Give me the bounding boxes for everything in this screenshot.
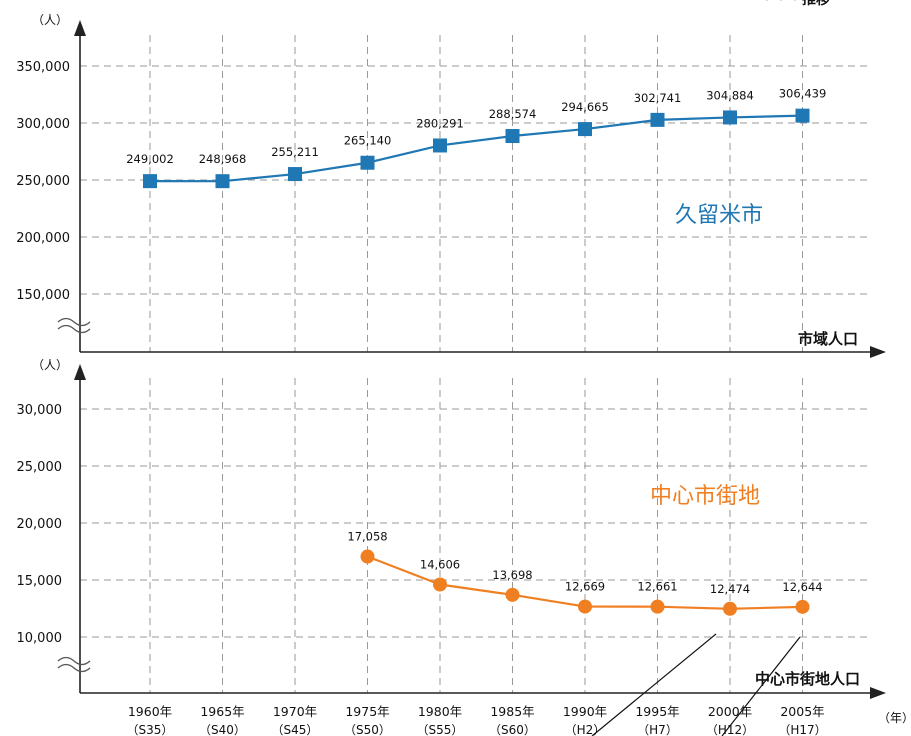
- x-tick-label: 1965年: [200, 704, 244, 719]
- x-tick-label: 1975年: [345, 704, 389, 719]
- callout-line: [591, 633, 717, 736]
- bottom-series-point: [505, 587, 520, 602]
- top-series-value-label: 280,291: [416, 116, 464, 130]
- bottom-series-group: 17,058 14,606 13,698 12,669 12,661 12,474 12,6…: [347, 484, 823, 616]
- x-tick-label: 1990年: [563, 704, 607, 719]
- top-y-axis-arrow: [74, 20, 86, 36]
- top-series-point: [795, 108, 810, 123]
- bottom-y-unit-label: （人）: [32, 358, 68, 372]
- bottom-series-value-label: 17,058: [347, 530, 387, 544]
- x-tick-era-label: （H17）: [778, 723, 826, 736]
- bottom-series-value-label: 13,698: [492, 568, 532, 582]
- bottom-y-tick-label: 10,000: [17, 631, 63, 646]
- x-tick-era-label: （S45）: [272, 723, 319, 736]
- bottom-series-value-label: 12,474: [710, 582, 750, 596]
- top-series-value-label: 288,574: [489, 107, 537, 121]
- x-tick-label: 1960年: [128, 704, 172, 719]
- top-series-group: 249,002 248,968 255,211 265,140 280,291 288,5…: [126, 87, 826, 228]
- top-series-value-label: 265,140: [344, 134, 392, 148]
- top-y-tick-label: 350,000: [16, 60, 70, 75]
- bottom-series-point: [795, 599, 810, 614]
- x-tick-label: 2000年: [708, 704, 752, 719]
- bottom-series-value-label: 12,669: [565, 580, 605, 594]
- x-tick-era-label: （H7）: [637, 723, 678, 736]
- bottom-y-axis-arrow: [74, 364, 86, 380]
- top-axis-title: 市域人口: [798, 330, 858, 348]
- top-x-axis-arrow: [870, 346, 886, 358]
- top-series-value-label: 294,665: [561, 100, 609, 114]
- top-y-tick-label: 150,000: [16, 288, 70, 303]
- bottom-series-point: [650, 599, 665, 614]
- top-y-tick-label: 300,000: [16, 117, 70, 132]
- callout-line: [721, 636, 801, 736]
- x-tick-era-label: （S50）: [344, 723, 391, 736]
- top-chart-grid: 150,000 200,000 250,000 300,000 350,000 （人）: [16, 13, 870, 352]
- top-series-point: [288, 167, 302, 182]
- x-tick-label: 1970年: [273, 704, 317, 719]
- x-tick-label: 1985年: [490, 704, 534, 719]
- top-series-line: [149, 114, 803, 183]
- x-tick-label: 2005年: [780, 704, 824, 719]
- bottom-series-value-label: 12,661: [637, 580, 677, 594]
- bottom-series-name-label: 中心市街地: [650, 484, 760, 509]
- top-series-point: [433, 138, 447, 153]
- bottom-y-tick-label: 20,000: [17, 517, 63, 532]
- top-y-unit-label: （人）: [32, 13, 68, 27]
- x-axis-unit-label: （年）: [878, 711, 911, 725]
- x-tick-label: 1980年: [418, 704, 462, 719]
- top-series-point: [650, 112, 665, 127]
- x-tick-era-label: （S60）: [489, 723, 536, 736]
- bottom-series-value-label: 14,606: [420, 557, 460, 571]
- x-tick-era-label: （S55）: [417, 723, 464, 736]
- chart-title: ・・・推移: [760, 0, 830, 8]
- bottom-series-point: [433, 577, 447, 592]
- bottom-y-tick-label: 25,000: [17, 460, 63, 475]
- bottom-y-tick-label: 15,000: [17, 574, 63, 589]
- bottom-series-point: [723, 601, 737, 616]
- top-series-value-label: 306,439: [779, 87, 827, 101]
- bottom-y-tick-label: 30,000: [17, 403, 63, 418]
- bottom-series-point: [360, 549, 375, 564]
- top-series-point: [143, 174, 157, 189]
- top-axis-break-mark: [57, 317, 91, 334]
- top-series-point: [578, 122, 592, 137]
- bottom-series-point: [578, 599, 592, 614]
- top-series-point: [360, 155, 375, 170]
- top-series-value-label: 255,211: [271, 145, 319, 159]
- bottom-x-axis-arrow: [870, 687, 886, 699]
- x-tick-era-label: （H12）: [706, 723, 754, 736]
- top-series-value-label: 248,968: [199, 152, 247, 166]
- top-y-tick-label: 200,000: [16, 231, 70, 246]
- x-tick-era-label: （S35）: [127, 723, 174, 736]
- bottom-axis-title: 中心市街地人口: [755, 670, 860, 688]
- x-axis-labels: 1960年 （S35） 1965年 （S40） 1970年 （S45） 1975年 （S50）…: [127, 633, 911, 736]
- bottom-chart-grid: 10,000 15,000 20,000 25,000 30,000 （人）: [17, 358, 870, 693]
- top-series-point: [215, 174, 230, 189]
- x-tick-label: 1995年: [635, 704, 679, 719]
- bottom-series-value-label: 12,644: [782, 580, 822, 594]
- top-series-point: [505, 129, 520, 144]
- top-series-name-label: 久留米市: [675, 203, 763, 228]
- top-series-value-label: 249,002: [126, 152, 174, 166]
- top-series-value-label: 302,741: [634, 91, 682, 105]
- bottom-axis-break-mark: [57, 656, 91, 673]
- top-y-tick-label: 250,000: [16, 174, 70, 189]
- top-series-value-label: 304,884: [706, 88, 754, 102]
- top-series-point: [723, 110, 737, 125]
- x-tick-era-label: （S40）: [199, 723, 246, 736]
